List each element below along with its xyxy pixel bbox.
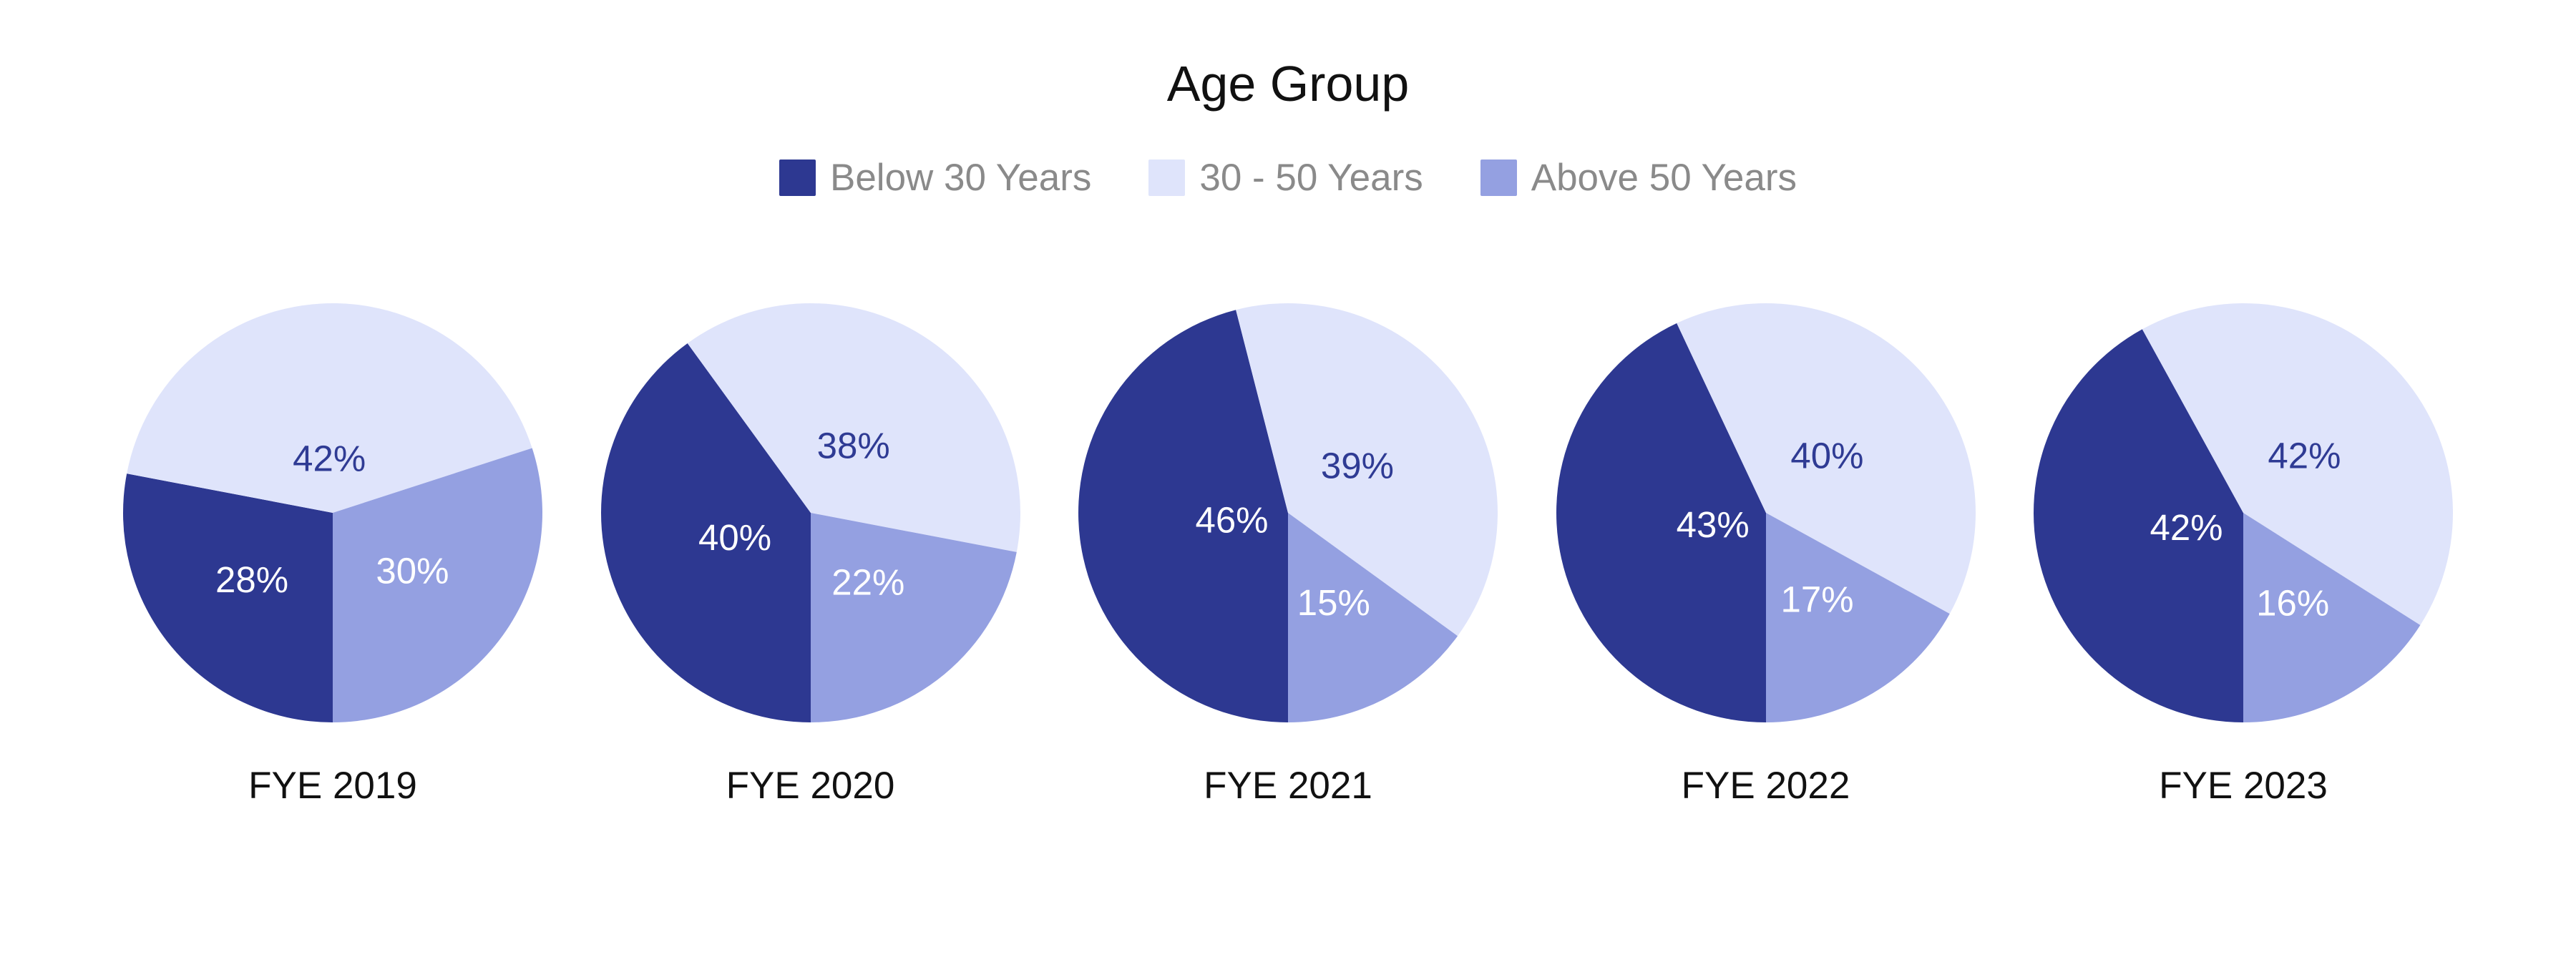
pie-slice-below-30-years bbox=[123, 473, 333, 722]
pie-figure-fye-2021: 46% 39% 15% FYE 2021 bbox=[1073, 298, 1503, 805]
chart-legend: Below 30 Years 30 - 50 Years Above 50 Ye… bbox=[0, 159, 2576, 197]
slice-value-label-30-50-years: 40% bbox=[1790, 435, 1863, 476]
slice-value-label-above-50-years: 30% bbox=[376, 550, 449, 591]
slice-value-label-above-50-years: 16% bbox=[2256, 582, 2329, 623]
pie-figure-fye-2022: 43% 40% 17% FYE 2022 bbox=[1551, 298, 1981, 805]
pie-figure-fye-2019: 28% 42% 30% FYE 2019 bbox=[118, 298, 547, 805]
chart-title: Age Group bbox=[1166, 56, 1410, 112]
slice-value-label-above-50-years: 15% bbox=[1297, 582, 1370, 623]
slice-value-label-below-30-years: 46% bbox=[1195, 499, 1268, 540]
legend-label-30-50-years: 30 - 50 Years bbox=[1199, 156, 1423, 199]
pie-svg-fye-2019: 28% 42% 30% bbox=[123, 303, 542, 722]
slice-value-label-30-50-years: 39% bbox=[1321, 446, 1394, 486]
slice-value-label-below-30-years: 28% bbox=[215, 559, 288, 600]
slice-value-label-30-50-years: 38% bbox=[816, 426, 889, 466]
legend-swatch-30-50-years-icon bbox=[1148, 159, 1186, 196]
pie-caption-fye-2023: FYE 2023 bbox=[2159, 765, 2328, 807]
legend-item-above-50-years[interactable]: Above 50 Years bbox=[1480, 159, 1797, 197]
pie-slice-above-50-years bbox=[333, 448, 542, 722]
pie-slice-above-50-years bbox=[1288, 513, 1458, 722]
pie-slice-above-50-years bbox=[2243, 513, 2421, 722]
pie-figure-fye-2023: 42% 42% 16% FYE 2023 bbox=[2029, 298, 2458, 805]
legend-item-30-50-years[interactable]: 30 - 50 Years bbox=[1148, 159, 1423, 197]
legend-swatch-above-50-years-icon bbox=[1480, 159, 1517, 196]
pie-svg-fye-2020: 40% 38% 22% bbox=[600, 303, 1020, 723]
pie-slice-30-50-years bbox=[2142, 303, 2454, 625]
slice-value-label-below-30-years: 40% bbox=[698, 517, 771, 558]
pie-svg-fye-2021: 46% 39% 15% bbox=[1078, 303, 1498, 723]
legend-swatch-below-30-years-icon bbox=[779, 159, 816, 196]
pie-slice-above-50-years bbox=[810, 513, 1017, 722]
pie-caption-fye-2022: FYE 2022 bbox=[1681, 765, 1850, 807]
pie-slice-below-30-years bbox=[2034, 329, 2243, 722]
legend-item-below-30-years[interactable]: Below 30 Years bbox=[779, 159, 1091, 197]
pie-svg-fye-2022: 43% 40% 17% bbox=[1556, 303, 1976, 722]
pie-slice-30-50-years bbox=[687, 303, 1020, 552]
slice-value-label-below-30-years: 42% bbox=[2150, 507, 2223, 548]
pie-slice-below-30-years bbox=[1556, 323, 1766, 722]
pie-slice-below-30-years bbox=[600, 343, 811, 723]
legend-label-above-50-years: Above 50 Years bbox=[1531, 156, 1797, 199]
pie-slice-30-50-years bbox=[1676, 303, 1976, 614]
slice-value-label-30-50-years: 42% bbox=[293, 438, 366, 479]
pie-slice-30-50-years bbox=[1236, 303, 1498, 637]
pie-caption-fye-2020: FYE 2020 bbox=[726, 765, 895, 807]
legend-label-below-30-years: Below 30 Years bbox=[829, 156, 1092, 199]
pie-slice-below-30-years bbox=[1078, 310, 1288, 723]
slice-value-label-above-50-years: 17% bbox=[1780, 579, 1853, 620]
pie-slice-above-50-years bbox=[1765, 513, 1950, 722]
pie-caption-fye-2021: FYE 2021 bbox=[1204, 765, 1372, 807]
slice-value-label-30-50-years: 42% bbox=[2268, 435, 2341, 476]
pie-slice-30-50-years bbox=[127, 303, 532, 513]
slice-value-label-above-50-years: 22% bbox=[831, 562, 904, 603]
pie-caption-fye-2019: FYE 2019 bbox=[248, 765, 417, 807]
pie-figure-fye-2020: 40% 38% 22% FYE 2020 bbox=[596, 298, 1025, 805]
pie-svg-fye-2023: 42% 42% 16% bbox=[2034, 303, 2454, 722]
slice-value-label-below-30-years: 43% bbox=[1676, 504, 1749, 545]
